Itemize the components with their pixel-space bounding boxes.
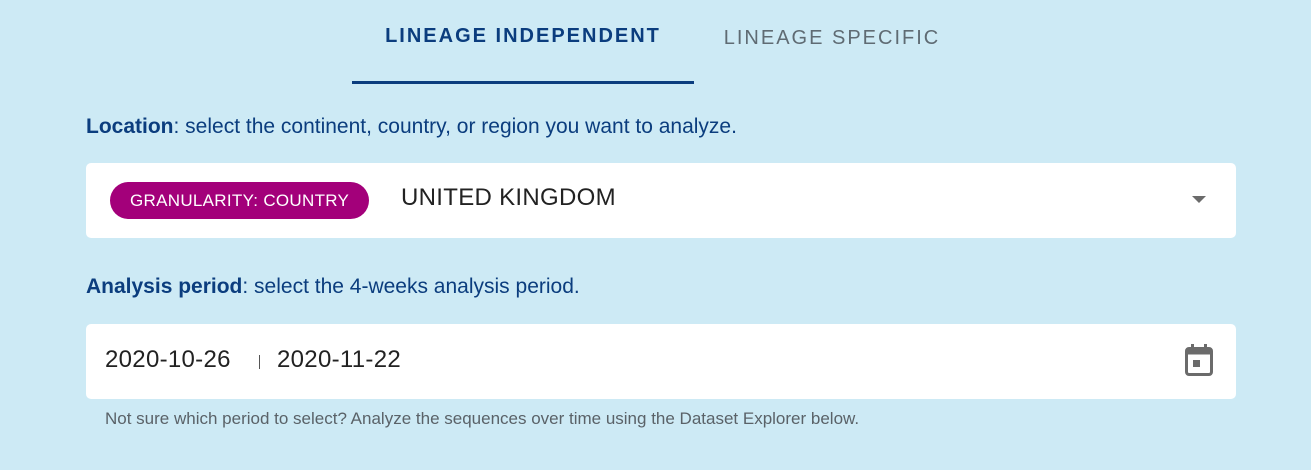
end-date-input[interactable]: 2020-11-22 bbox=[277, 346, 401, 373]
location-label-title: Location bbox=[86, 115, 174, 138]
analysis-period-label: Analysis period: select the 4-weeks anal… bbox=[86, 275, 580, 299]
chevron-down-icon[interactable] bbox=[1192, 196, 1206, 203]
location-value: UNITED KINGDOM bbox=[401, 184, 616, 211]
location-label: Location: select the continent, country,… bbox=[86, 115, 737, 139]
analysis-period-label-description: : select the 4-weeks analysis period. bbox=[242, 275, 580, 298]
granularity-chip: GRANULARITY: COUNTRY bbox=[110, 182, 370, 219]
tab-lineage-independent[interactable]: LINEAGE INDEPENDENT bbox=[352, 0, 694, 84]
tab-lineage-specific[interactable]: LINEAGE SPECIFIC bbox=[723, 26, 941, 49]
analysis-period-label-title: Analysis period bbox=[86, 275, 243, 298]
date-range-picker[interactable]: 2020-10-26 2020-11-22 bbox=[86, 324, 1236, 399]
date-range-separator bbox=[259, 355, 260, 369]
period-hint-text: Not sure which period to select? Analyze… bbox=[105, 409, 860, 428]
location-label-description: : select the continent, country, or regi… bbox=[173, 115, 737, 138]
start-date-input[interactable]: 2020-10-26 bbox=[105, 346, 231, 373]
analysis-mode-tabs: LINEAGE INDEPENDENT LINEAGE SPECIFIC bbox=[352, 0, 970, 84]
calendar-icon[interactable] bbox=[1184, 343, 1214, 377]
location-select[interactable]: GRANULARITY: COUNTRY UNITED KINGDOM bbox=[86, 163, 1236, 238]
